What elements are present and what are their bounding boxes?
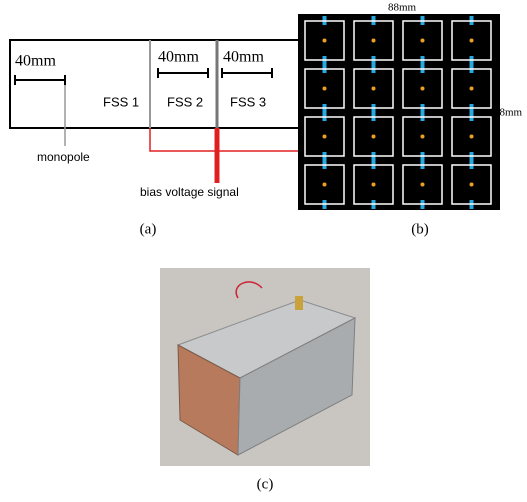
via — [372, 183, 376, 187]
via — [470, 183, 474, 187]
connector — [295, 296, 303, 310]
page: 40mm 40mm 40mm FSS 1 FSS 2 FSS 3 monopol… — [0, 0, 527, 502]
dimension-label: 88mm — [388, 2, 417, 14]
panel-label: (a) — [140, 221, 157, 237]
via — [372, 87, 376, 91]
panel-label: (c) — [257, 476, 274, 492]
via — [323, 135, 327, 139]
via — [421, 39, 425, 43]
region-label: FSS 3 — [230, 94, 266, 109]
via — [470, 39, 474, 43]
scale-label: 40mm — [158, 49, 199, 66]
panel-c: (c) — [160, 268, 370, 492]
via — [421, 183, 425, 187]
via — [470, 87, 474, 91]
via — [372, 39, 376, 43]
bias-wire — [150, 128, 307, 151]
region-label: FSS 1 — [103, 94, 139, 109]
panel-label: (b) — [411, 221, 429, 237]
region-label: FSS 2 — [167, 94, 203, 109]
figure: 40mm 40mm 40mm FSS 1 FSS 2 FSS 3 monopol… — [0, 0, 527, 502]
via — [323, 39, 327, 43]
scale-label: 40mm — [223, 49, 264, 66]
via — [421, 87, 425, 91]
via — [323, 87, 327, 91]
dimension-label: 88mm — [494, 107, 523, 119]
panel-b: 88mm 88mm (b) — [298, 2, 523, 238]
via — [323, 183, 327, 187]
via — [372, 135, 376, 139]
annotation: monopole — [37, 150, 90, 164]
scale-label: 40mm — [15, 53, 56, 70]
via — [421, 135, 425, 139]
panel-a: 40mm 40mm 40mm FSS 1 FSS 2 FSS 3 monopol… — [10, 40, 307, 237]
annotation: bias voltage signal — [140, 185, 239, 199]
via — [470, 135, 474, 139]
